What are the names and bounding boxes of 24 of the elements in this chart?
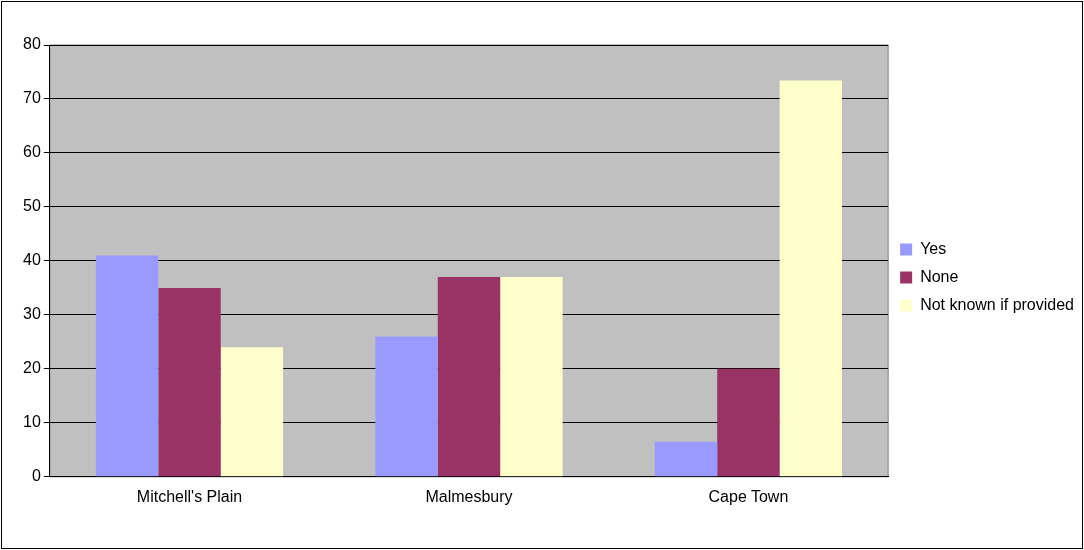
y-tick-label: 60 bbox=[23, 143, 41, 161]
y-tick-label: 50 bbox=[23, 197, 41, 215]
x-tick-label: Mitchell's Plain bbox=[136, 487, 243, 505]
y-tick-label: 30 bbox=[23, 305, 41, 323]
y-tick-label: 0 bbox=[31, 467, 41, 485]
x-tick-label: Cape Town bbox=[708, 487, 789, 505]
y-tick-label: 80 bbox=[23, 35, 41, 53]
y-tick-label: 20 bbox=[23, 359, 41, 377]
x-tick-label: Malmesbury bbox=[425, 487, 513, 505]
legend-label: None bbox=[920, 267, 959, 285]
bar bbox=[779, 80, 843, 477]
y-tick-label: 40 bbox=[23, 251, 41, 269]
legend-label: Yes bbox=[920, 239, 947, 257]
bar bbox=[500, 277, 563, 477]
y-tick-label: 70 bbox=[23, 89, 41, 107]
bar bbox=[158, 287, 221, 477]
bar bbox=[375, 336, 438, 477]
bar bbox=[654, 441, 718, 477]
bar bbox=[717, 368, 780, 477]
bar bbox=[95, 255, 159, 477]
legend-label: Not known if provided bbox=[920, 295, 1074, 313]
y-tick-label: 10 bbox=[23, 413, 41, 431]
bar bbox=[437, 277, 501, 477]
bar bbox=[220, 347, 284, 477]
